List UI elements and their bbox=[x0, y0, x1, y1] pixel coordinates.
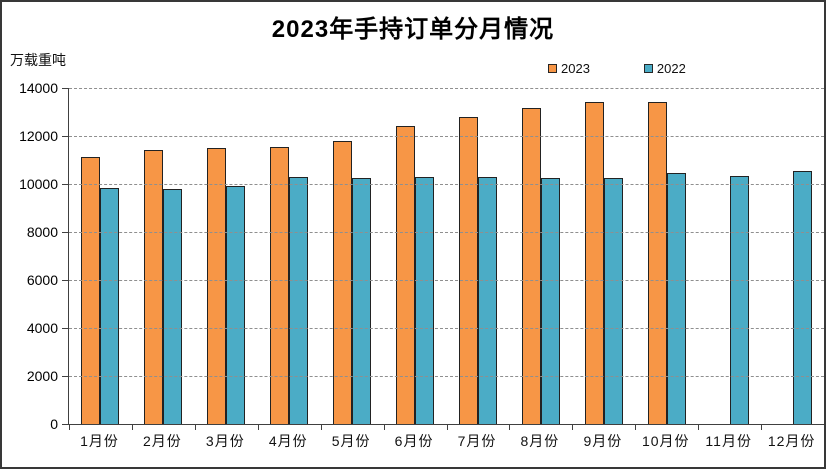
bar-group bbox=[698, 88, 761, 424]
legend-label-2022: 2022 bbox=[656, 61, 686, 76]
legend-swatch-2022 bbox=[643, 64, 653, 73]
x-tick-mark bbox=[131, 425, 133, 430]
x-axis-label: 3月份 bbox=[205, 433, 245, 449]
legend-swatch-2023 bbox=[548, 64, 557, 73]
x-tick-mark bbox=[509, 425, 511, 430]
x-axis-label: 8月份 bbox=[520, 433, 560, 449]
bar-2023 bbox=[396, 126, 416, 424]
gridline bbox=[69, 280, 824, 281]
x-tick-mark bbox=[572, 425, 574, 430]
y-tick-label: 10000 bbox=[19, 176, 58, 192]
bar-2022 bbox=[477, 176, 497, 424]
gridline bbox=[69, 88, 824, 89]
bar-2022 bbox=[163, 189, 183, 424]
legend-label-2023: 2023 bbox=[561, 61, 590, 76]
y-tick-mark bbox=[62, 280, 68, 281]
y-tick-mark bbox=[62, 376, 68, 378]
y-tick-mark bbox=[62, 328, 68, 330]
bar-2023 bbox=[333, 141, 353, 424]
y-tick-label: 14000 bbox=[19, 80, 58, 96]
bar-2022 bbox=[729, 175, 749, 424]
bar-group bbox=[509, 88, 572, 424]
plot-area bbox=[62, 88, 824, 430]
bar-2022 bbox=[352, 178, 372, 424]
y-tick-label: 4000 bbox=[26, 320, 58, 336]
y-tick-mark bbox=[62, 88, 68, 89]
bar-group bbox=[69, 88, 132, 424]
gridline bbox=[69, 136, 824, 137]
x-axis-label: 5月份 bbox=[331, 433, 371, 449]
bar-2023 bbox=[81, 157, 101, 424]
x-axis-labels: 1月份 2月份 3月份 4月份 5月份 6月份 7月份 8月份 9月份 10月份 11月份 12月份 bbox=[68, 431, 823, 451]
x-tick-mark bbox=[824, 425, 825, 430]
bar-group bbox=[132, 88, 195, 424]
gridline bbox=[69, 184, 824, 185]
bar-group bbox=[572, 88, 635, 424]
bar-2022 bbox=[289, 177, 309, 424]
bar-group bbox=[384, 88, 447, 424]
y-tick-mark bbox=[62, 136, 68, 137]
x-tick-mark bbox=[69, 425, 70, 430]
y-tick-label: 8000 bbox=[26, 224, 58, 240]
bar-group bbox=[761, 88, 824, 424]
x-tick-mark bbox=[194, 425, 196, 430]
y-tick-label: 12000 bbox=[19, 128, 58, 144]
y-tick-mark bbox=[62, 232, 68, 234]
bar-2022 bbox=[226, 185, 246, 424]
bars-row bbox=[69, 88, 824, 424]
y-tick-mark bbox=[62, 184, 68, 185]
x-axis-label: 7月份 bbox=[457, 433, 497, 449]
gridline bbox=[69, 376, 824, 378]
bar-2023 bbox=[144, 150, 164, 424]
bar-group bbox=[321, 88, 384, 424]
x-axis-label: 2月份 bbox=[142, 433, 182, 449]
bar-2023 bbox=[647, 101, 667, 424]
gridline bbox=[69, 328, 824, 330]
bar-2022 bbox=[415, 176, 435, 424]
x-axis-label: 4月份 bbox=[268, 433, 308, 449]
legend-item-2022: 2022 bbox=[643, 61, 686, 76]
bar-2022 bbox=[666, 173, 686, 424]
x-axis-label: 1月份 bbox=[80, 433, 119, 449]
y-tick-mark bbox=[62, 424, 68, 425]
y-axis-unit-label: 万载重吨 bbox=[10, 52, 66, 68]
bar-2022 bbox=[603, 177, 623, 424]
y-tick-label: 2000 bbox=[26, 368, 58, 384]
x-tick-mark bbox=[257, 425, 259, 430]
bar-group bbox=[258, 88, 321, 424]
chart-title: 2023年手持订单分月情况 bbox=[271, 16, 555, 43]
x-axis-label: 10月份 bbox=[641, 433, 690, 449]
x-axis-label: 12月份 bbox=[767, 433, 816, 449]
bar-2023 bbox=[584, 101, 604, 424]
legend: 2023 2022 bbox=[548, 61, 686, 76]
x-axis-label: 6月份 bbox=[394, 433, 434, 449]
x-axis-label: 9月份 bbox=[583, 433, 623, 449]
bar-2022 bbox=[792, 171, 812, 424]
legend-item-2023: 2023 bbox=[548, 61, 590, 76]
y-tick-label: 6000 bbox=[26, 272, 58, 288]
bar-2023 bbox=[521, 107, 541, 424]
x-tick-mark bbox=[635, 425, 637, 430]
bar-2022 bbox=[100, 188, 120, 424]
bar-2023 bbox=[270, 147, 290, 424]
x-tick-mark bbox=[761, 425, 763, 430]
bar-group bbox=[447, 88, 510, 424]
bar-group bbox=[195, 88, 258, 424]
y-axis-labels: 0 2000 4000 6000 8000 10000 12000 14000 bbox=[2, 80, 60, 432]
y-tick-label: 0 bbox=[50, 416, 58, 432]
bar-2022 bbox=[540, 178, 560, 424]
x-axis-label: 11月份 bbox=[705, 433, 752, 449]
gridline bbox=[69, 232, 824, 234]
bar-2023 bbox=[207, 148, 227, 424]
x-tick-mark bbox=[698, 425, 700, 430]
x-tick-mark bbox=[320, 425, 322, 430]
x-tick-mark bbox=[446, 425, 448, 430]
bar-group bbox=[635, 88, 698, 424]
x-tick-mark bbox=[383, 425, 385, 430]
bar-2023 bbox=[458, 116, 478, 424]
